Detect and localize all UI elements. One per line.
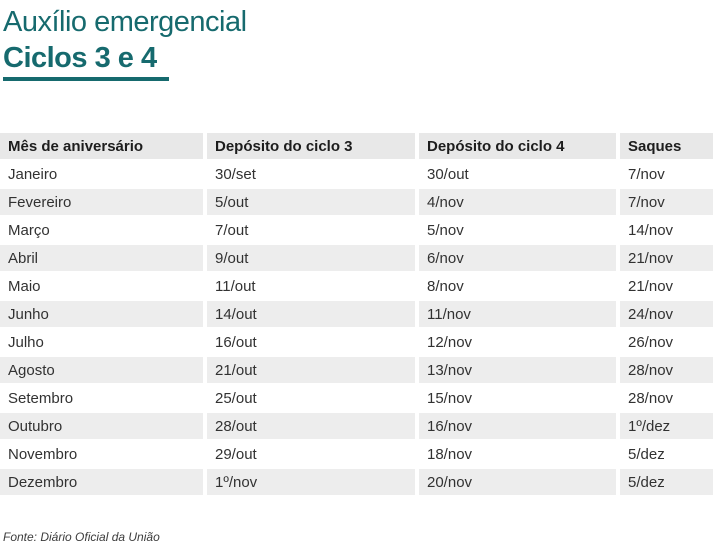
table-row: Abril 9/out 6/nov 21/nov — [0, 244, 713, 273]
table-cell: Junho — [0, 300, 205, 329]
table-cell: 12/nov — [415, 328, 618, 357]
table-cell: 16/out — [203, 328, 417, 357]
source-note: Fonte: Diário Oficial da União — [3, 530, 160, 544]
table-cell: Dezembro — [0, 468, 205, 497]
table-row: Outubro 28/out 16/nov 1º/dez — [0, 412, 713, 441]
payment-schedule-table: Mês de aniversário Depósito do ciclo 3 D… — [0, 133, 713, 497]
table-cell: 9/out — [203, 244, 417, 273]
table-cell: 11/out — [203, 272, 417, 301]
column-header-birth-month: Mês de aniversário — [0, 133, 205, 161]
table-cell: 4/nov — [415, 188, 618, 217]
page-subtitle-text: Ciclos 3 e 4 — [3, 42, 169, 81]
table-cell: 20/nov — [415, 468, 618, 497]
table-cell: 7/nov — [616, 160, 713, 189]
table-cell: 16/nov — [415, 412, 618, 441]
table-cell: 14/out — [203, 300, 417, 329]
table-row: Março 7/out 5/nov 14/nov — [0, 216, 713, 245]
table-cell: Novembro — [0, 440, 205, 469]
table-cell: Janeiro — [0, 160, 205, 189]
table-cell: Julho — [0, 328, 205, 357]
table-cell: 5/out — [203, 188, 417, 217]
table-cell: 30/set — [203, 160, 417, 189]
table-cell: 7/nov — [616, 188, 713, 217]
table-cell: 28/nov — [616, 356, 713, 385]
table-row: Fevereiro 5/out 4/nov 7/nov — [0, 188, 713, 217]
table-cell: 14/nov — [616, 216, 713, 245]
table-row: Julho 16/out 12/nov 26/nov — [0, 328, 713, 357]
table-row: Setembro 25/out 15/nov 28/nov — [0, 384, 713, 413]
table-cell: 30/out — [415, 160, 618, 189]
table-header-row: Mês de aniversário Depósito do ciclo 3 D… — [0, 133, 713, 161]
table-cell: 26/nov — [616, 328, 713, 357]
table-cell: Outubro — [0, 412, 205, 441]
table-cell: 11/nov — [415, 300, 618, 329]
table-cell: Abril — [0, 244, 205, 273]
column-header-cycle4-deposit: Depósito do ciclo 4 — [415, 133, 618, 161]
column-header-cycle3-deposit: Depósito do ciclo 3 — [203, 133, 417, 161]
table-header: Mês de aniversário Depósito do ciclo 3 D… — [0, 133, 713, 161]
table-row: Novembro 29/out 18/nov 5/dez — [0, 440, 713, 469]
page-title: Auxílio emergencial — [3, 6, 247, 38]
table-row: Junho 14/out 11/nov 24/nov — [0, 300, 713, 329]
table-cell: Setembro — [0, 384, 205, 413]
table-cell: 5/dez — [616, 440, 713, 469]
table-body: Janeiro 30/set 30/out 7/nov Fevereiro 5/out 4/… — [0, 160, 713, 497]
table-cell: Agosto — [0, 356, 205, 385]
table-cell: 1º/nov — [203, 468, 417, 497]
table-cell: 28/nov — [616, 384, 713, 413]
table-cell: 21/out — [203, 356, 417, 385]
table-cell: 5/dez — [616, 468, 713, 497]
table-cell: 5/nov — [415, 216, 618, 245]
table-cell: 6/nov — [415, 244, 618, 273]
table-cell: Fevereiro — [0, 188, 205, 217]
table-cell: 1º/dez — [616, 412, 713, 441]
table-row: Maio 11/out 8/nov 21/nov — [0, 272, 713, 301]
table-cell: 21/nov — [616, 244, 713, 273]
table-row: Agosto 21/out 13/nov 28/nov — [0, 356, 713, 385]
table-cell: 18/nov — [415, 440, 618, 469]
table-cell: Março — [0, 216, 205, 245]
page-subtitle: Ciclos 3 e 4 — [3, 42, 713, 81]
table-cell: Maio — [0, 272, 205, 301]
table-cell: 24/nov — [616, 300, 713, 329]
title-block: Auxílio emergencial Ciclos 3 e 4 — [0, 0, 713, 81]
table-cell: 8/nov — [415, 272, 618, 301]
column-header-withdrawals: Saques — [616, 133, 713, 161]
table-cell: 7/out — [203, 216, 417, 245]
table-row: Janeiro 30/set 30/out 7/nov — [0, 160, 713, 189]
table-cell: 15/nov — [415, 384, 618, 413]
table-cell: 13/nov — [415, 356, 618, 385]
table-cell: 28/out — [203, 412, 417, 441]
table-row: Dezembro 1º/nov 20/nov 5/dez — [0, 468, 713, 497]
table-cell: 29/out — [203, 440, 417, 469]
table-cell: 25/out — [203, 384, 417, 413]
table-cell: 21/nov — [616, 272, 713, 301]
